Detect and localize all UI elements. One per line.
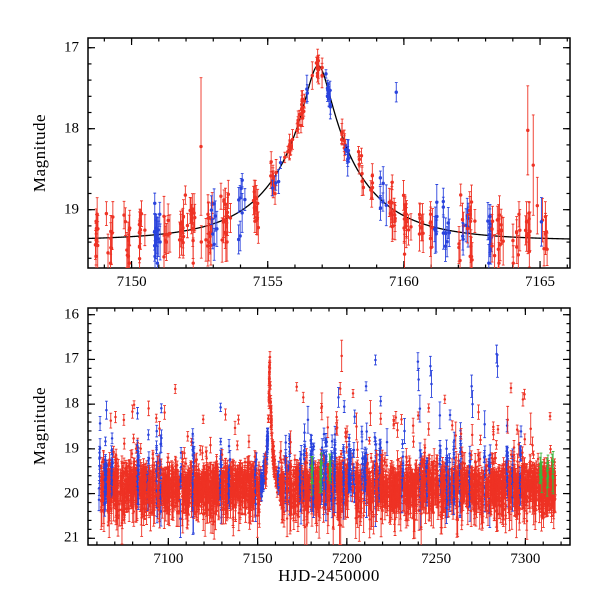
y-axis-label-bottom: Magnitude <box>30 386 49 466</box>
x-axis-label: HJD-2450000 <box>278 566 380 585</box>
y-axis-label-top: Magnitude <box>30 113 49 193</box>
